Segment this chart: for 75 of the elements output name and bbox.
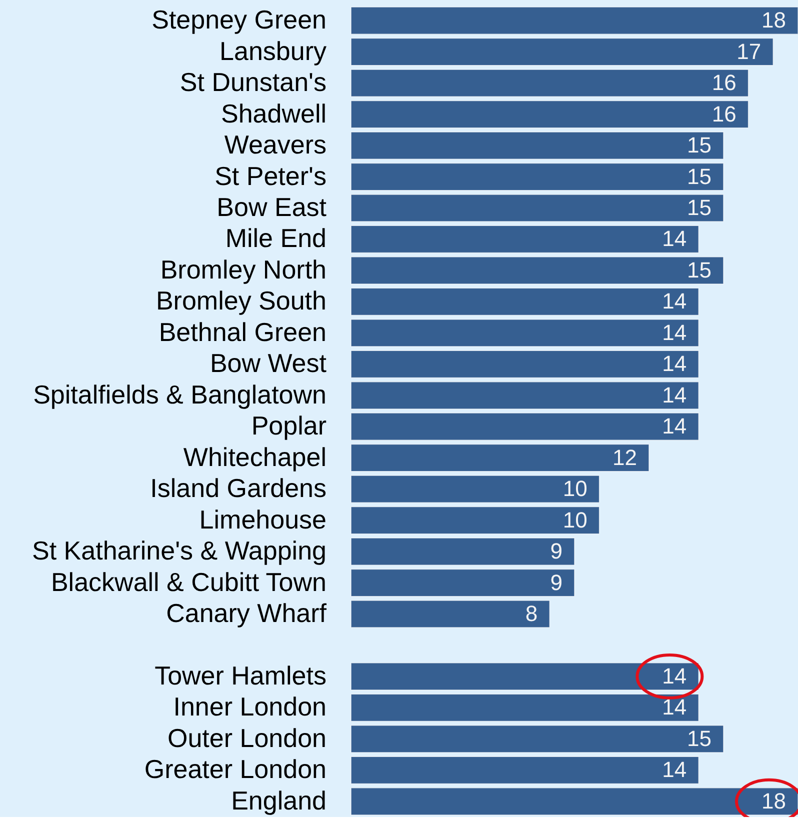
data-label: 15 [687, 257, 712, 282]
y-tick-label: Spitalfields & Banglatown [33, 379, 326, 410]
data-label: 16 [712, 101, 736, 126]
data-label: 8 [525, 601, 538, 626]
bar [350, 381, 700, 410]
data-label: 9 [550, 538, 562, 564]
bar [350, 787, 798, 816]
y-tick-label: Limehouse [199, 504, 326, 534]
bar [350, 256, 724, 284]
y-tick-label: Weavers [224, 130, 326, 160]
y-tick-label: St Katharine's & Wapping [32, 536, 326, 566]
data-label: 14 [662, 382, 687, 408]
bar [350, 38, 774, 66]
data-label: 17 [736, 38, 762, 64]
y-tick-label: Mile End [225, 223, 326, 254]
bar [350, 288, 700, 316]
data-label: 14 [662, 351, 687, 376]
bar [350, 756, 700, 784]
bar [350, 225, 700, 254]
bar [350, 6, 798, 35]
y-tick-label: Inner London [173, 692, 326, 722]
y-tick-label: Shadwell [220, 98, 326, 128]
y-tick-label: Poplar [251, 410, 327, 441]
bar [350, 538, 575, 566]
bar [350, 568, 575, 597]
y-tick-label: Island Gardens [150, 473, 326, 504]
data-label: 10 [562, 507, 588, 532]
y-tick-label: Outer London [167, 722, 326, 753]
data-label: 15 [687, 195, 712, 220]
bar [350, 132, 724, 160]
data-label: 9 [550, 570, 562, 595]
y-tick-label: Bow West [210, 348, 328, 378]
bar [350, 350, 700, 378]
y-tick-label: England [231, 785, 326, 816]
data-label: 14 [662, 663, 687, 688]
y-tick-label: Blackwall & Cubitt Town [50, 566, 326, 597]
y-tick-label: Bromley South [156, 286, 326, 316]
y-tick-label: St Dunstan's [180, 67, 326, 98]
y-tick-label: Whitechapel [183, 442, 326, 472]
y-tick-label: Lansbury [220, 36, 326, 66]
bar [350, 100, 749, 128]
data-label: 18 [762, 788, 786, 814]
bar [350, 694, 700, 722]
data-label: 15 [687, 132, 712, 158]
data-label: 14 [662, 694, 687, 720]
bar [350, 69, 749, 98]
data-label: 14 [662, 226, 687, 252]
data-label: 14 [662, 288, 687, 314]
data-label: 14 [662, 757, 687, 782]
data-label: 14 [662, 414, 687, 439]
y-tick-label: Greater London [144, 754, 326, 784]
data-label: 14 [662, 320, 687, 345]
data-label: 16 [712, 70, 736, 96]
y-tick-label: Canary Wharf [166, 598, 328, 628]
y-tick-label: Stepney Green [152, 4, 326, 35]
data-label: 18 [762, 8, 786, 33]
bar [350, 412, 700, 441]
bar [350, 318, 700, 347]
y-tick-label: St Peter's [214, 160, 326, 191]
y-tick-label: Tower Hamlets [154, 660, 326, 690]
y-tick-label: Bromley North [160, 254, 326, 284]
bar [350, 724, 724, 753]
bar [350, 475, 600, 504]
data-label: 10 [562, 476, 588, 502]
bar [350, 600, 550, 628]
bar [350, 506, 600, 534]
y-tick-label: Bethnal Green [158, 316, 326, 347]
bar [350, 662, 700, 690]
data-label: 15 [687, 726, 712, 751]
y-tick-label: Bow East [216, 192, 328, 222]
data-label: 15 [687, 164, 712, 189]
bar [350, 162, 724, 191]
data-label: 12 [612, 444, 637, 470]
bar [350, 444, 650, 472]
bar [350, 194, 724, 222]
